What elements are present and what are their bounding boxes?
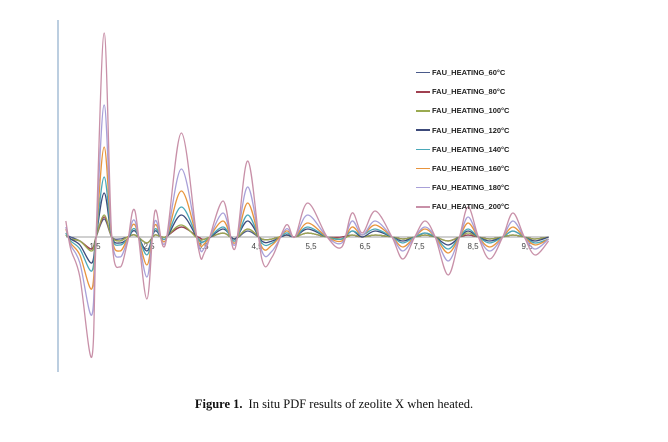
legend-label: FAU_HEATING_80°C	[432, 87, 506, 97]
legend-swatch	[416, 71, 430, 74]
x-tick-label: 7,5	[413, 242, 425, 251]
legend-swatch	[416, 110, 430, 112]
legend-item: FAU_HEATING_140°C	[416, 140, 509, 159]
x-tick-label: 9,5	[521, 242, 533, 251]
legend-label: FAU_HEATING_140°C	[432, 144, 510, 154]
x-tick-label: 8,5	[467, 242, 479, 251]
x-tick-label: 3,5	[197, 242, 209, 251]
chart-legend: FAU_HEATING_60°C FAU_HEATING_80°C FAU_HEAT…	[416, 63, 509, 217]
legend-item: FAU_HEATING_180°C	[416, 178, 509, 197]
series-line-fau-heating-160-c	[65, 146, 549, 290]
legend-swatch	[416, 129, 430, 131]
legend-item: FAU_HEATING_60°C	[416, 63, 509, 82]
x-tick-label: 6,5	[359, 242, 371, 251]
legend-item: FAU_HEATING_80°C	[416, 82, 509, 101]
legend-swatch	[416, 167, 430, 170]
legend-item: FAU_HEATING_200°C	[416, 197, 509, 216]
legend-swatch	[416, 148, 430, 151]
legend-label: FAU_HEATING_60°C	[432, 68, 506, 78]
caption-label: Figure 1.	[194, 397, 243, 411]
legend-swatch	[416, 206, 430, 208]
series-line-fau-heating-200-c	[65, 32, 550, 358]
x-tick-label: 4,5	[251, 242, 263, 251]
x-tick-label: 5,5	[305, 242, 317, 251]
caption-text: In situ PDF results of zeolite X when he…	[248, 397, 474, 411]
legend-item: FAU_HEATING_100°C	[416, 101, 509, 120]
legend-label: FAU_HEATING_160°C	[432, 164, 510, 174]
series-line-fau-heating-180-c	[65, 104, 550, 316]
legend-label: FAU_HEATING_180°C	[432, 183, 510, 193]
figure-caption: Figure 1. In situ PDF results of zeolite …	[0, 397, 668, 412]
legend-label: FAU_HEATING_120°C	[432, 125, 510, 135]
legend-item: FAU_HEATING_160°C	[416, 159, 509, 178]
legend-swatch	[416, 91, 430, 93]
legend-swatch	[416, 186, 430, 189]
legend-item: FAU_HEATING_120°C	[416, 121, 509, 140]
series-line-fau-heating-120-c	[65, 192, 549, 264]
legend-label: FAU_HEATING_100°C	[432, 106, 510, 116]
legend-label: FAU_HEATING_200°C	[432, 202, 510, 212]
